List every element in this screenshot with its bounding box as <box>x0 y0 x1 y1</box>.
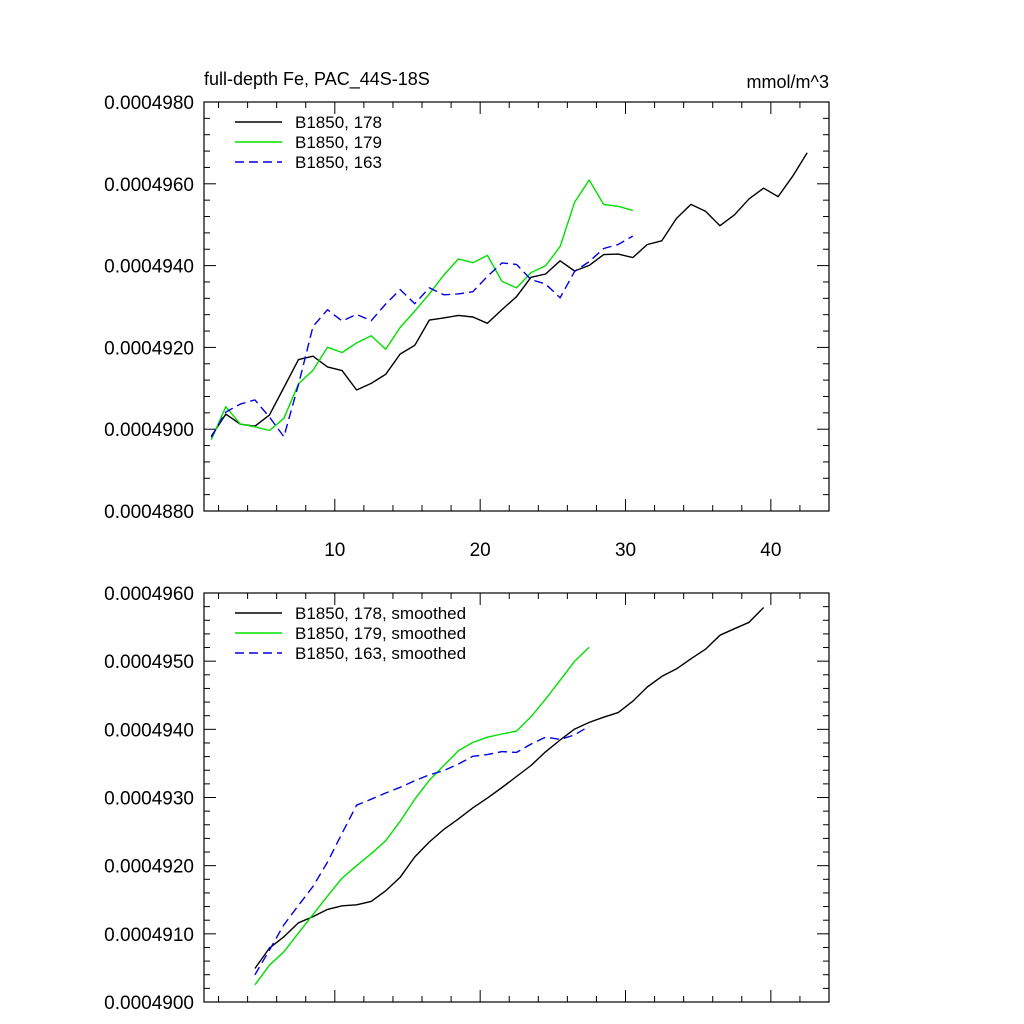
bottom-y-tick-labels: 0.0004900 0.0004910 0.0004920 0.0004930 0.00… <box>104 584 194 1014</box>
bottom-series-line-2 <box>254 646 590 986</box>
top-series-lines <box>210 152 808 440</box>
bottom-series-lines <box>254 607 765 986</box>
bottom-y-tick-label: 0.0004940 <box>104 720 194 741</box>
bottom-y-tick-label: 0.0004930 <box>104 789 194 810</box>
bottom-panel: 0.0004900 0.0004910 0.0004920 0.0004930 0.00… <box>104 584 830 1014</box>
bottom-ticks <box>204 592 829 1003</box>
top-ticks <box>204 101 829 512</box>
bottom-y-tick-label: 0.0004900 <box>104 993 194 1014</box>
top-panel: full-depth Fe, PAC_44S-18S mmol/m^3 0.00… <box>104 69 830 561</box>
bottom-legend-label-3: B1850, 163, smoothed <box>295 644 466 663</box>
top-x-tick-labels: 10 20 30 40 <box>324 540 781 561</box>
top-x-tick-label: 30 <box>615 540 636 561</box>
top-x-tick-label: 10 <box>324 540 345 561</box>
top-y-tick-label: 0.0004900 <box>104 420 194 441</box>
top-y-tick-label: 0.0004920 <box>104 338 194 359</box>
bottom-legend-label-2: B1850, 179, smoothed <box>295 624 466 643</box>
top-chart-units: mmol/m^3 <box>747 72 829 92</box>
bottom-series-line-3 <box>254 725 590 976</box>
top-legend-label-2: B1850, 179 <box>295 133 382 152</box>
bottom-y-tick-label: 0.0004960 <box>104 584 194 605</box>
top-series-line-1 <box>210 152 808 437</box>
bottom-y-tick-label: 0.0004910 <box>104 925 194 946</box>
top-y-tick-label: 0.0004960 <box>104 175 194 196</box>
bottom-y-tick-label: 0.0004950 <box>104 652 194 673</box>
top-y-tick-labels: 0.0004880 0.0004900 0.0004920 0.0004940 0.00… <box>104 93 194 523</box>
top-y-tick-label: 0.0004880 <box>104 502 194 523</box>
top-chart-title: full-depth Fe, PAC_44S-18S <box>204 69 430 90</box>
top-series-line-2 <box>210 179 633 440</box>
top-y-tick-label: 0.0004940 <box>104 257 194 278</box>
top-x-tick-label: 40 <box>760 540 781 561</box>
bottom-series-line-1 <box>254 607 765 969</box>
top-y-tick-label: 0.0004980 <box>104 93 194 114</box>
bottom-y-tick-label: 0.0004920 <box>104 857 194 878</box>
top-legend-label-1: B1850, 178 <box>295 113 382 132</box>
bottom-legend-label-1: B1850, 178, smoothed <box>295 604 466 623</box>
top-series-line-3 <box>210 235 634 438</box>
top-x-tick-label: 20 <box>470 540 491 561</box>
top-plot-frame <box>203 101 830 512</box>
top-legend-label-3: B1850, 163 <box>295 153 382 172</box>
